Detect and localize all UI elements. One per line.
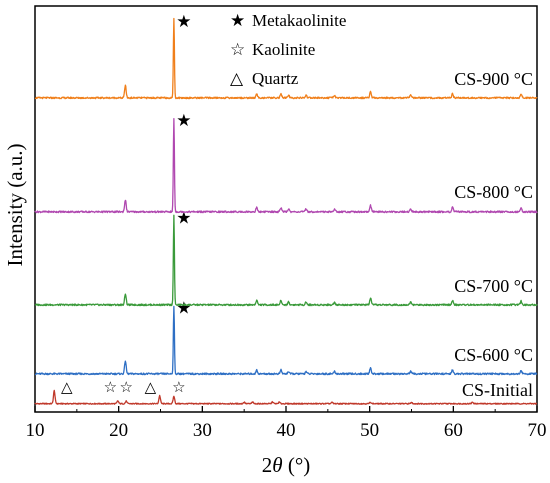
series-layer: CS-Initial△ ☆ ☆ △ ☆CS-600 °C★CS-700 °C★CS-80… bbox=[34, 12, 538, 405]
x-axis-title-prefix: 2 bbox=[262, 453, 273, 477]
series-line-1 bbox=[34, 389, 538, 405]
series-5: CS-900 °C ★ bbox=[34, 12, 538, 100]
series-label-1: CS-Initial bbox=[462, 380, 533, 400]
series-line-2 bbox=[34, 305, 538, 376]
phase-marker-1-5: ☆ bbox=[172, 378, 185, 396]
x-tick-label-50: 50 bbox=[360, 420, 379, 441]
x-axis-title: 2θ (°) bbox=[262, 453, 310, 477]
series-line-4 bbox=[34, 118, 538, 214]
x-tick-label-30: 30 bbox=[193, 420, 212, 441]
legend: ★ Metakaolinite ☆ Kaolinite △ Quartz bbox=[230, 11, 346, 89]
series-4: CS-800 °C ★ bbox=[34, 111, 538, 214]
series-1: CS-Initial△ ☆ ☆ △ ☆ bbox=[34, 378, 538, 405]
ticks-layer: 10 20 30 40 50 60 70 bbox=[26, 406, 547, 441]
legend-label-metakaolinite: Metakaolinite bbox=[252, 11, 346, 30]
x-tick-label-40: 40 bbox=[277, 420, 296, 441]
series-3: CS-700 °C ★ bbox=[34, 209, 538, 307]
series-label-4: CS-800 °C bbox=[454, 182, 533, 202]
phase-marker-1-2: ☆ bbox=[104, 378, 117, 396]
x-axis-title-suffix: (°) bbox=[283, 453, 311, 477]
series-label-2: CS-600 °C bbox=[454, 345, 533, 365]
legend-label-kaolinite: Kaolinite bbox=[252, 40, 315, 59]
legend-label-quartz: Quartz bbox=[252, 69, 299, 88]
series-label-5: CS-900 °C bbox=[454, 69, 533, 89]
phase-marker-1-1: △ bbox=[61, 378, 73, 396]
phase-marker-4-1: ★ bbox=[176, 111, 191, 131]
x-tick-label-60: 60 bbox=[444, 420, 463, 441]
phase-marker-1-4: △ bbox=[145, 378, 157, 396]
series-2: CS-600 °C ★ bbox=[34, 299, 538, 376]
phase-marker-2-1: ★ bbox=[176, 299, 191, 319]
y-axis-title: Intensity (a.u.) bbox=[3, 143, 27, 266]
x-tick-label-20: 20 bbox=[109, 420, 128, 441]
x-axis-title-theta: θ bbox=[272, 453, 282, 477]
series-label-3: CS-700 °C bbox=[454, 276, 533, 296]
x-tick-label-70: 70 bbox=[528, 420, 547, 441]
legend-symbol-quartz: △ bbox=[230, 69, 244, 89]
legend-item-kaolinite: ☆ Kaolinite bbox=[230, 40, 315, 60]
phase-marker-1-3: ☆ bbox=[119, 378, 132, 396]
legend-item-metakaolinite: ★ Metakaolinite bbox=[230, 11, 346, 31]
series-line-5 bbox=[34, 17, 538, 100]
legend-symbol-metakaolinite: ★ bbox=[230, 11, 245, 31]
phase-marker-5-1: ★ bbox=[176, 12, 191, 32]
phase-marker-3-1: ★ bbox=[176, 209, 191, 229]
series-line-3 bbox=[34, 214, 538, 307]
legend-symbol-kaolinite: ☆ bbox=[230, 40, 245, 60]
legend-item-quartz: △ Quartz bbox=[230, 69, 299, 89]
x-tick-label-10: 10 bbox=[26, 420, 45, 441]
